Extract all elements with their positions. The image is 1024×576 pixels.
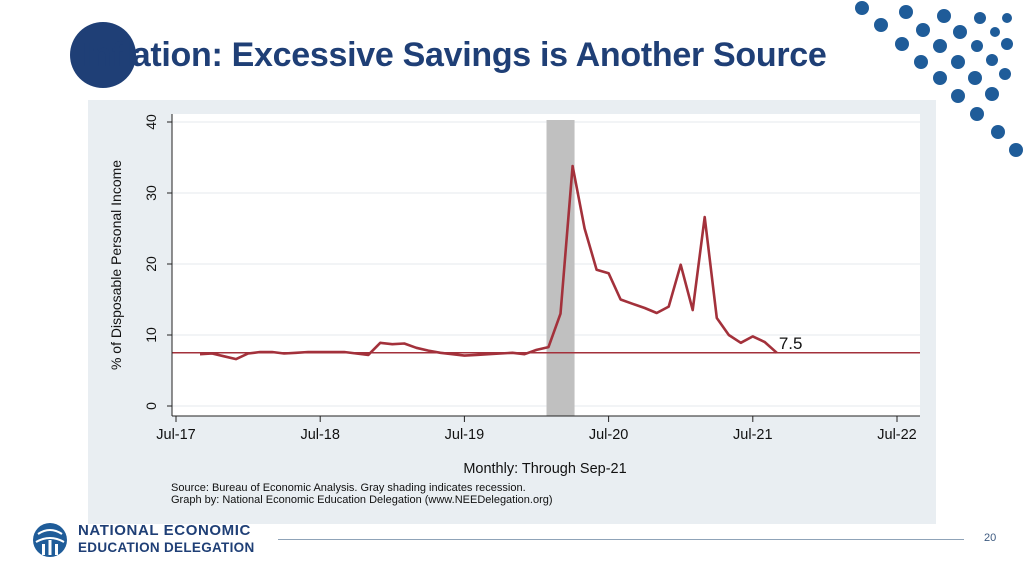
- x-ticks: Jul-17 Jul-18 Jul-19 Jul-20 Jul-21 Jul-22: [156, 416, 917, 443]
- slide-title: Inflation: Excessive Savings is Another …: [82, 35, 827, 74]
- y-tick-label-10: 10: [143, 327, 159, 343]
- x-tick-label-Jul-21: Jul-21: [733, 427, 773, 443]
- page-number: 20: [984, 532, 997, 544]
- y-tick-label-30: 30: [143, 185, 159, 201]
- y-tick-label-40: 40: [143, 114, 159, 130]
- org-name-line2: EDUCATION DELEGATION: [78, 540, 255, 555]
- decorative-dots: [855, 1, 1023, 157]
- x-tick-label-Jul-19: Jul-19: [445, 427, 485, 443]
- y-tick-label-20: 20: [143, 256, 159, 272]
- y-ticks: 0 10 20 30 40: [143, 114, 172, 410]
- org-name-line1: NATIONAL ECONOMIC: [78, 522, 251, 539]
- globe-logo-icon: [33, 523, 67, 557]
- nee-logo: NATIONAL ECONOMIC EDUCATION DELEGATION: [30, 520, 280, 560]
- series-line-savings-rate: [199, 164, 778, 361]
- recession-band: [546, 120, 575, 416]
- y-tick-label-0: 0: [143, 402, 159, 410]
- gridlines: [172, 121, 920, 407]
- x-tick-label-Jul-18: Jul-18: [300, 427, 340, 443]
- x-tick-label-Jul-17: Jul-17: [156, 427, 196, 443]
- savings-rate-chart: 0 10 20 30 40 Jul-17 Jul-18 Jul-19 Jul-20 Jul-21…: [88, 100, 936, 524]
- x-tick-label-Jul-22: Jul-22: [877, 427, 917, 443]
- credit-note: Graph by: National Economic Education De…: [171, 494, 553, 506]
- source-note: Source: Bureau of Economic Analysis. Gra…: [171, 482, 526, 494]
- footer-divider: [278, 539, 964, 540]
- chart-panel: 0 10 20 30 40 Jul-17 Jul-18 Jul-19 Jul-20 Jul-21…: [88, 100, 936, 524]
- axes: [171, 114, 920, 417]
- slide-title-block: Inflation: Excessive Savings is Another …: [70, 22, 827, 88]
- annotation-label: 7.5: [779, 334, 803, 353]
- plot-area: [172, 114, 920, 416]
- recession-shading: [546, 120, 575, 416]
- x-axis-label: Monthly: Through Sep-21: [463, 461, 626, 477]
- x-tick-label-Jul-20: Jul-20: [589, 427, 629, 443]
- y-axis-label: % of Disposable Personal Income: [108, 160, 124, 370]
- title-circle-accent: [70, 22, 136, 88]
